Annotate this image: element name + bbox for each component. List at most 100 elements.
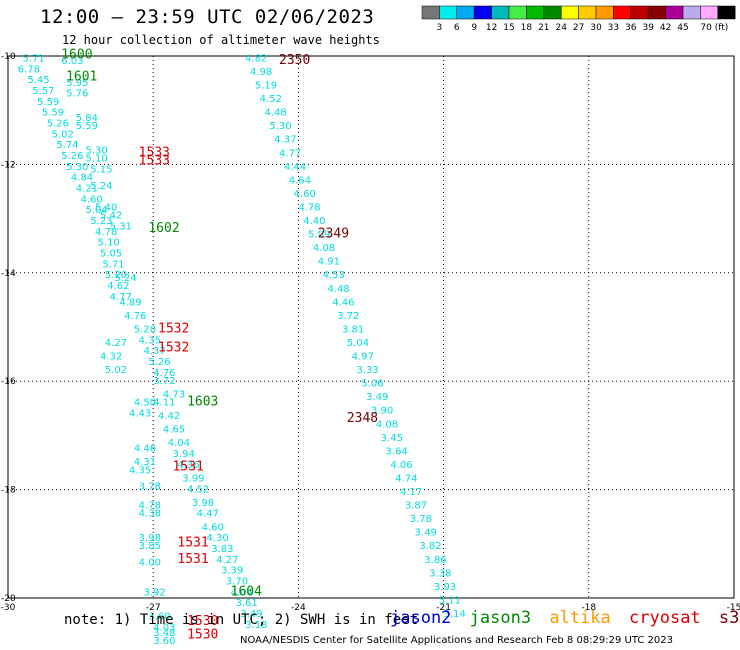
wave-height-label: 5.04 <box>347 338 369 349</box>
wave-height-label: 5.57 <box>32 86 54 97</box>
wave-height-label: 4.46 <box>134 444 156 455</box>
color-scale-label: 27 <box>573 23 584 33</box>
wave-height-label: 4.91 <box>318 257 340 268</box>
color-swatch <box>491 5 510 20</box>
wave-height-label: 4.82 <box>245 53 267 64</box>
wave-height-label: 4.73 <box>163 389 185 400</box>
wave-height-label: 4.60 <box>81 194 103 205</box>
wave-height-label: 3.72 <box>153 376 175 387</box>
satellite-jason3: jason3 <box>469 608 532 628</box>
wave-height-label: 5.20 <box>105 270 127 281</box>
color-swatch <box>560 5 579 20</box>
footer-credit: NOAA/NESDIS Center for Satellite Applica… <box>240 635 673 646</box>
lon-tick-label: -30 <box>1 603 16 613</box>
wave-height-label: 4.43 <box>129 408 151 419</box>
time-label: 1530 <box>187 628 218 643</box>
wave-height-label: 4.52 <box>260 94 282 105</box>
lat-tick-label: -18 <box>1 486 16 496</box>
wave-height-label: 3.82 <box>419 541 441 552</box>
wave-height-label: 4.27 <box>105 338 127 349</box>
map-frame <box>7 55 735 599</box>
wave-height-label: 5.02 <box>105 365 127 376</box>
wave-height-label: 4.11 <box>153 398 175 409</box>
wave-height-label: 5.59 <box>42 108 64 119</box>
color-swatch <box>682 5 701 20</box>
wave-height-label: 6.03 <box>61 56 83 67</box>
color-scale-label: 39 <box>642 23 654 33</box>
wave-height-label: 4.77 <box>279 148 301 159</box>
map-axes: -30 -27 -24 -21 -18 -15 -10 -12 -14 -16 -18 -20 <box>1 52 740 613</box>
wave-height-label: 5.76 <box>66 89 88 100</box>
wave-height-label: 4.21 <box>76 184 98 195</box>
time-label: 1604 <box>231 584 262 599</box>
wave-height-label: 3.83 <box>211 544 233 555</box>
wave-height-label: 4.03 <box>153 623 175 634</box>
map-subtitle: 12 hour collection of altimeter wave hei… <box>62 33 380 47</box>
wave-height-label: 5.71 <box>23 53 45 64</box>
lat-tick-label: -14 <box>1 269 16 279</box>
wave-height-label: 4.04 <box>168 438 190 449</box>
wave-height-label: 4.46 <box>332 297 354 308</box>
color-scale-label: 70 (ft) <box>700 23 728 33</box>
color-scale-label: 6 <box>454 23 460 33</box>
color-scale-label: 15 <box>503 23 514 33</box>
time-label: 2350 <box>279 53 310 68</box>
wave-height-label: 5.30 <box>85 146 107 157</box>
wave-height-label: 4.97 <box>352 352 374 363</box>
wave-height-label: 3.92 <box>144 587 166 598</box>
wave-height-label: 3.72 <box>337 311 359 322</box>
color-swatch <box>717 5 736 20</box>
wave-height-label: 4.78 <box>139 501 161 512</box>
wave-height-label: 4.44 <box>284 162 306 173</box>
color-scale-label: 45 <box>677 23 688 33</box>
wave-height-label: 4.60 <box>202 522 224 533</box>
map-grid <box>7 55 735 599</box>
wave-height-label: 5.26 <box>47 118 69 129</box>
wave-height-label: 4.84 <box>71 173 93 184</box>
wave-height-label: 4.48 <box>265 108 287 119</box>
color-scale-bar: 3 6 9 12 15 18 21 24 27 30 33 36 39 42 45 70 (ft) <box>421 5 736 33</box>
color-scale-label: 21 <box>538 23 549 33</box>
color-scale-label: 30 <box>590 23 602 33</box>
wave-height-label: 5.31 <box>110 221 132 232</box>
wave-height-label: 4.35 <box>139 335 161 346</box>
wave-height-label: 4.06 <box>390 460 412 471</box>
time-label: 1533 <box>139 145 170 160</box>
wave-height-label: 3.99 <box>182 473 204 484</box>
wave-height-label: 5.84 <box>76 113 98 124</box>
wave-height-label: 5.95 <box>66 78 88 89</box>
wave-height-label: 4.78 <box>298 202 320 213</box>
time-label: 1600 <box>61 48 92 63</box>
color-scale-label: 33 <box>608 23 619 33</box>
color-swatch <box>439 5 458 20</box>
color-scale-label: 24 <box>555 23 567 33</box>
wave-height-label: 4.40 <box>303 216 325 227</box>
wave-height-label: 3.85 <box>139 541 161 552</box>
wave-height-label: 5.23 <box>90 216 112 227</box>
color-scale-label: 9 <box>471 23 477 33</box>
wave-height-label: 3.78 <box>139 482 161 493</box>
wave-height-label: 3.49 <box>240 609 262 620</box>
wave-height-label: 4.35 <box>129 465 151 476</box>
satellite-jason2: jason2 <box>390 608 452 628</box>
wave-height-label: 4.62 <box>107 281 129 292</box>
wave-height-label: 4.48 <box>327 284 349 295</box>
wave-height-label: 5.15 <box>90 165 112 176</box>
wave-height-label: 5.02 <box>52 129 74 140</box>
lon-tick-label: -18 <box>581 603 596 613</box>
color-scale-label: 36 <box>625 23 637 33</box>
time-label: 1531 <box>173 460 204 475</box>
lat-tick-label: -10 <box>1 52 16 62</box>
wave-height-label: 5.59 <box>76 121 98 132</box>
wave-height-label: 4.37 <box>144 346 166 357</box>
wave-height-label: 5.05 <box>100 249 122 260</box>
wave-tracks: 5.716.785.455.575.595.595.265.025.745.26… <box>18 53 466 647</box>
wave-height-label: 5.45 <box>27 75 49 86</box>
color-swatch <box>456 5 475 20</box>
wave-height-label: 4.76 <box>153 368 175 379</box>
satellite-s3a: s3a <box>718 608 740 628</box>
wave-height-label: 5.20 <box>134 324 156 335</box>
wave-height-label: 5.24 <box>90 181 112 192</box>
color-swatch <box>700 5 719 20</box>
wave-height-label: 5.71 <box>102 259 124 270</box>
